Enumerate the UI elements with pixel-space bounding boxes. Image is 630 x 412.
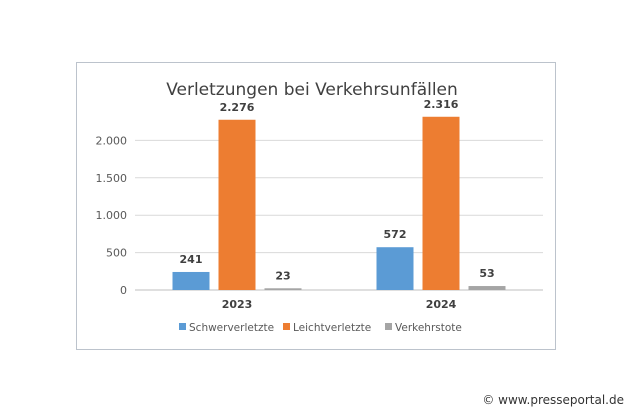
y-tick-label: 0: [120, 284, 127, 297]
x-tick-label: 2023: [222, 298, 253, 311]
bar-leichtverletzte-2023: [218, 119, 256, 290]
legend-swatch: [283, 323, 290, 330]
chart-title: Verletzungen bei Verkehrsunfällen: [166, 80, 458, 100]
y-tick-label: 1.500: [96, 172, 128, 185]
x-tick-label: 2024: [426, 298, 457, 311]
data-label: 241: [180, 253, 203, 266]
labels-layer: 241 2.276 23 2023 572 2.316 53 2024: [180, 98, 495, 311]
data-label: 2.316: [424, 98, 459, 111]
bar-schwerverletzte-2023: [172, 271, 210, 290]
data-label: 2.276: [220, 101, 255, 114]
bar-leichtverletzte-2024: [422, 116, 460, 290]
bar-verkehrstote-2023: [264, 288, 302, 290]
legend-label: Leichtverletzte: [293, 322, 371, 334]
y-tick-label: 500: [106, 247, 127, 260]
legend-swatch: [179, 323, 186, 330]
grid-layer: 0 500 1.000 1.500 2.000: [96, 134, 543, 297]
data-label: 53: [479, 267, 494, 280]
chart-frame: Verletzungen bei Verkehrsunfällen 0 500 1.…: [76, 62, 556, 350]
legend-label: Schwerverletzte: [189, 322, 274, 334]
bar-schwerverletzte-2024: [376, 247, 414, 290]
data-label: 572: [384, 228, 407, 241]
data-label: 23: [275, 269, 290, 282]
bar-verkehrstote-2024: [468, 286, 506, 290]
bar-chart: Verletzungen bei Verkehrsunfällen 0 500 1.…: [96, 80, 543, 334]
y-tick-label: 1.000: [96, 209, 128, 222]
legend-label: Verkehrstote: [395, 322, 462, 334]
y-tick-label: 2.000: [96, 134, 128, 147]
legend: Schwerverletzte Leichtverletzte Verkehrsto…: [179, 322, 462, 334]
bars-layer: [172, 116, 506, 290]
legend-swatch: [385, 323, 392, 330]
watermark: © www.presseportal.de: [482, 393, 624, 407]
